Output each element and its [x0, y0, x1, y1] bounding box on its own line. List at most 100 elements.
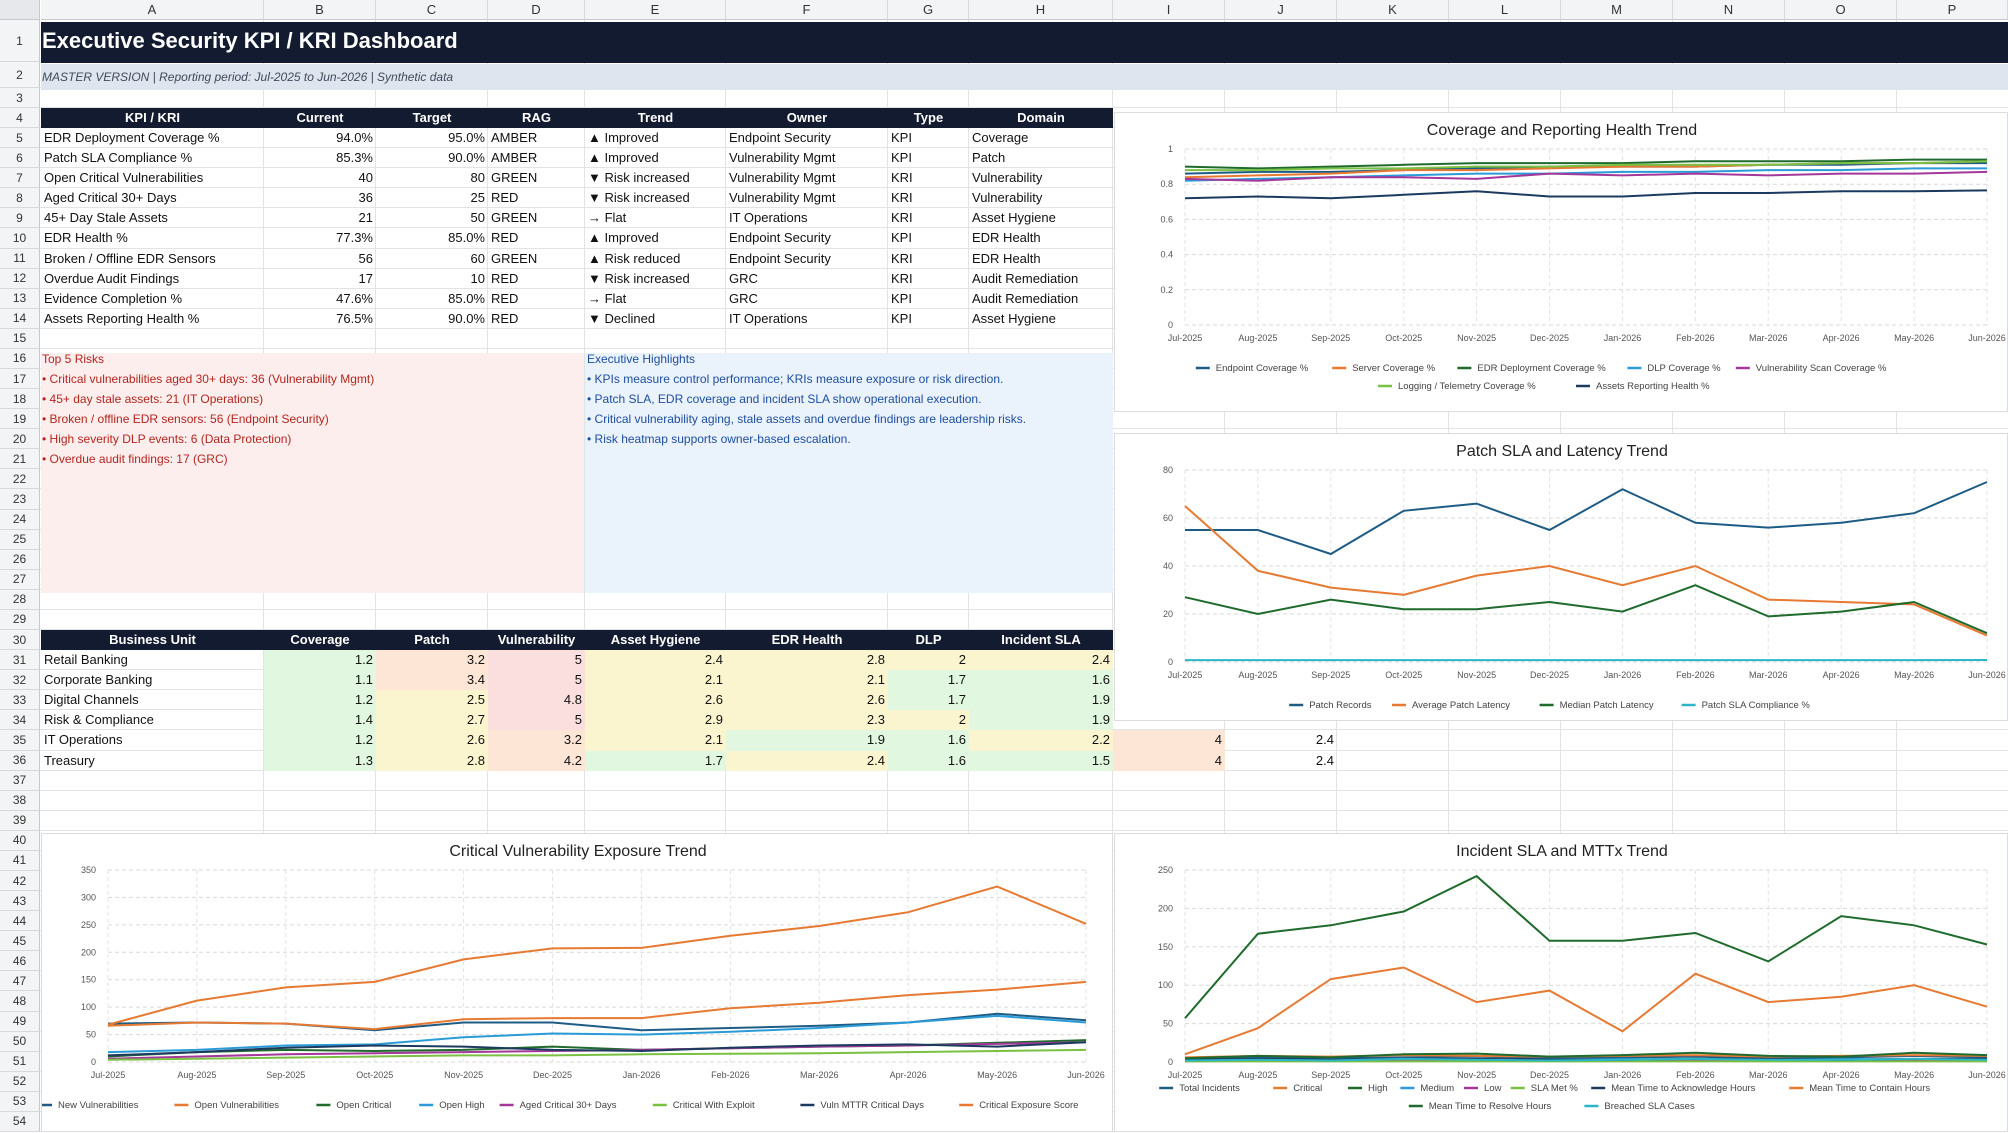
heatmap-cell[interactable]: 2.4	[1225, 730, 1337, 750]
heatmap-header-3[interactable]: Vulnerability	[488, 630, 585, 650]
kpi-cell[interactable]: KRI	[888, 249, 969, 269]
kpi-cell[interactable]: 50	[376, 208, 488, 228]
kpi-cell[interactable]: Broken / Offline EDR Sensors	[41, 249, 264, 269]
heatmap-cell[interactable]: 2.8	[726, 650, 888, 670]
row-header-33[interactable]: 33	[0, 690, 40, 710]
heatmap-cell[interactable]: 1.9	[969, 690, 1113, 710]
row-header-7[interactable]: 7	[0, 168, 40, 188]
kpi-cell[interactable]: EDR Health	[969, 249, 1113, 269]
row-header-2[interactable]: 2	[0, 62, 40, 88]
kpi-cell[interactable]: 95.0%	[376, 128, 488, 148]
heatmap-cell[interactable]: 2.6	[376, 730, 488, 750]
heatmap-cell[interactable]: 1.7	[888, 690, 969, 710]
kpi-cell[interactable]: ▼ Risk increased	[585, 188, 726, 208]
kpi-cell[interactable]: GREEN	[488, 168, 585, 188]
kpi-cell[interactable]: Vulnerability Mgmt	[726, 148, 888, 168]
kpi-cell[interactable]: GREEN	[488, 208, 585, 228]
row-header-35[interactable]: 35	[0, 730, 40, 750]
kpi-cell[interactable]: Endpoint Security	[726, 128, 888, 148]
kpi-cell[interactable]: RED	[488, 188, 585, 208]
column-header-G[interactable]: G	[888, 0, 969, 20]
kpi-cell[interactable]: Aged Critical 30+ Days	[41, 188, 264, 208]
kpi-cell[interactable]: KPI	[888, 128, 969, 148]
heatmap-cell[interactable]: 2.4	[726, 751, 888, 771]
row-header-27[interactable]: 27	[0, 570, 40, 590]
dashboard-subtitle[interactable]: MASTER VERSION | Reporting period: Jul-2…	[42, 70, 453, 84]
heatmap-cell[interactable]: 2.1	[585, 670, 726, 690]
kpi-cell[interactable]: GRC	[726, 289, 888, 309]
heatmap-cell[interactable]: 2.8	[376, 751, 488, 771]
select-all-corner[interactable]	[0, 0, 40, 20]
heatmap-cell[interactable]: 2.2	[969, 730, 1113, 750]
heatmap-cell[interactable]: 4	[1113, 751, 1225, 771]
kpi-cell[interactable]: AMBER	[488, 128, 585, 148]
row-header-44[interactable]: 44	[0, 911, 40, 931]
row-header-31[interactable]: 31	[0, 650, 40, 670]
heatmap-cell[interactable]: 1.5	[969, 751, 1113, 771]
row-header-18[interactable]: 18	[0, 389, 40, 409]
heatmap-cell[interactable]: 2.4	[1225, 751, 1337, 771]
heatmap-cell[interactable]: Treasury	[41, 751, 264, 771]
heatmap-cell[interactable]: 2.7	[376, 710, 488, 730]
row-header-29[interactable]: 29	[0, 610, 40, 630]
heatmap-cell[interactable]: Risk & Compliance	[41, 710, 264, 730]
kpi-cell[interactable]: Evidence Completion %	[41, 289, 264, 309]
row-header-3[interactable]: 3	[0, 88, 40, 108]
heatmap-cell[interactable]: 2.5	[376, 690, 488, 710]
row-header-54[interactable]: 54	[0, 1112, 40, 1132]
row-header-51[interactable]: 51	[0, 1052, 40, 1072]
kpi-cell[interactable]: IT Operations	[726, 309, 888, 329]
heatmap-cell[interactable]: 1.6	[888, 751, 969, 771]
heatmap-cell[interactable]: 1.1	[264, 670, 376, 690]
kpi-cell[interactable]: RED	[488, 228, 585, 248]
heatmap-header-4[interactable]: Asset Hygiene	[585, 630, 726, 650]
row-header-47[interactable]: 47	[0, 971, 40, 991]
kpi-cell[interactable]: Open Critical Vulnerabilities	[41, 168, 264, 188]
heatmap-cell[interactable]: 1.9	[726, 730, 888, 750]
row-header-8[interactable]: 8	[0, 188, 40, 208]
heatmap-cell[interactable]: 1.9	[969, 710, 1113, 730]
kpi-header-1[interactable]: Current	[264, 108, 376, 128]
kpi-cell[interactable]: GRC	[726, 269, 888, 289]
heatmap-cell[interactable]: 2.4	[969, 650, 1113, 670]
row-header-25[interactable]: 25	[0, 530, 40, 550]
kpi-cell[interactable]: KRI	[888, 188, 969, 208]
column-header-K[interactable]: K	[1337, 0, 1449, 20]
kpi-cell[interactable]: 17	[264, 269, 376, 289]
heatmap-cell[interactable]: 1.2	[264, 690, 376, 710]
heatmap-cell[interactable]: 2.1	[726, 670, 888, 690]
kpi-cell[interactable]: 90.0%	[376, 148, 488, 168]
kpi-cell[interactable]: 85.0%	[376, 289, 488, 309]
heatmap-cell[interactable]: 1.2	[264, 650, 376, 670]
kpi-cell[interactable]: 45+ Day Stale Assets	[41, 208, 264, 228]
column-header-N[interactable]: N	[1673, 0, 1785, 20]
row-header-15[interactable]: 15	[0, 329, 40, 349]
heatmap-header-0[interactable]: Business Unit	[41, 630, 264, 650]
heatmap-cell[interactable]: 2.3	[726, 710, 888, 730]
kpi-cell[interactable]: Vulnerability	[969, 168, 1113, 188]
heatmap-header-5[interactable]: EDR Health	[726, 630, 888, 650]
kpi-cell[interactable]: 25	[376, 188, 488, 208]
kpi-cell[interactable]: Overdue Audit Findings	[41, 269, 264, 289]
heatmap-cell[interactable]: 4.2	[488, 751, 585, 771]
kpi-header-5[interactable]: Owner	[726, 108, 888, 128]
kpi-cell[interactable]: EDR Health	[969, 228, 1113, 248]
row-header-23[interactable]: 23	[0, 489, 40, 509]
kpi-cell[interactable]: ▲ Improved	[585, 148, 726, 168]
row-header-34[interactable]: 34	[0, 710, 40, 730]
kpi-cell[interactable]: Asset Hygiene	[969, 208, 1113, 228]
kpi-cell[interactable]: AMBER	[488, 148, 585, 168]
kpi-cell[interactable]: KPI	[888, 309, 969, 329]
heatmap-cell[interactable]: IT Operations	[41, 730, 264, 750]
heatmap-cell[interactable]: 5	[488, 650, 585, 670]
kpi-cell[interactable]: RED	[488, 269, 585, 289]
heatmap-cell[interactable]: 2.6	[585, 690, 726, 710]
kpi-cell[interactable]: Asset Hygiene	[969, 309, 1113, 329]
kpi-header-7[interactable]: Domain	[969, 108, 1113, 128]
kpi-cell[interactable]: Endpoint Security	[726, 228, 888, 248]
heatmap-cell[interactable]: 2.1	[585, 730, 726, 750]
row-header-26[interactable]: 26	[0, 550, 40, 570]
row-header-17[interactable]: 17	[0, 369, 40, 389]
